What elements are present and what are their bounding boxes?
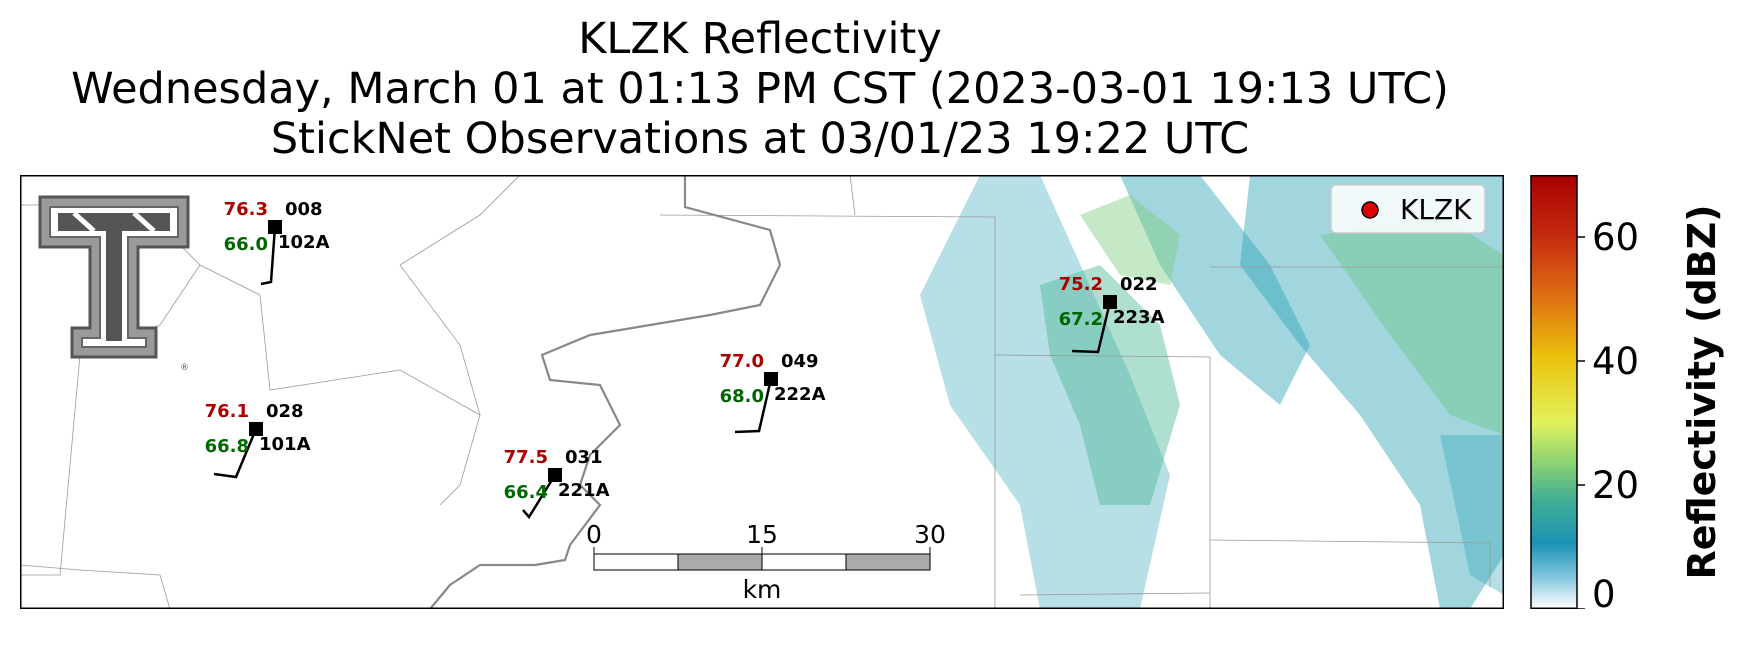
station-marker [268, 220, 282, 234]
colorbar-label: Reflectivity (dBZ) [1680, 204, 1724, 579]
station-marker [1103, 295, 1117, 309]
station-dewpoint: 66.4 [504, 482, 548, 503]
station-temperature: 77.0 [720, 351, 764, 372]
colorbar-ticks: 0 20 40 60 [1577, 216, 1639, 609]
colorbar: 0 20 40 60 Reflectivity (dBZ) [1530, 175, 1724, 609]
station-id: 022 [1120, 274, 1158, 295]
station-temperature: 76.3 [224, 199, 268, 220]
station-id: 008 [285, 199, 323, 220]
scale-unit: km [743, 575, 782, 604]
station-008: 76.3 008 66.0 102A [224, 199, 330, 286]
station-dewpoint: 66.8 [205, 436, 249, 457]
colorbar-tick-label: 0 [1592, 573, 1616, 609]
legend-marker-icon [1361, 201, 1379, 219]
station-022: 75.2 022 67.2 223A [1059, 274, 1165, 354]
scale-label-0: 0 [586, 520, 602, 549]
station-049: 77.0 049 68.0 222A [720, 351, 826, 434]
station-temperature: 77.5 [504, 447, 548, 468]
colorbar-tick-label: 20 [1592, 464, 1639, 507]
title-line-1: KLZK Reflectivity [578, 14, 942, 64]
river [429, 175, 782, 609]
texas-tech-logo: ® [38, 195, 190, 373]
scale-label-30: 30 [914, 520, 946, 549]
county-lines [20, 175, 1504, 609]
legend: KLZK [1330, 184, 1486, 234]
station-probe: 101A [259, 434, 311, 455]
title-line-3: StickNet Observations at 03/01/23 19:22 … [270, 114, 1250, 164]
svg-text:®: ® [180, 363, 189, 373]
scale-bar: 0 15 30 km [586, 520, 946, 604]
colorbar-tick-label: 60 [1592, 216, 1639, 259]
station-031: 77.5 031 66.4 221A [504, 447, 610, 520]
station-id: 049 [781, 351, 819, 372]
station-dewpoint: 68.0 [720, 386, 764, 407]
station-probe: 222A [774, 384, 826, 405]
map-frame [20, 175, 1504, 609]
radar-map: 0 15 30 km 76.3 008 66.0 102A 76.1 028 66.8 101… [20, 175, 1504, 609]
title-line-2: Wednesday, March 01 at 01:13 PM CST (202… [71, 64, 1449, 114]
station-marker [249, 422, 263, 436]
colorbar-gradient [1530, 175, 1578, 609]
colorbar-tick-label: 40 [1592, 340, 1639, 383]
sticknet-stations: 76.3 008 66.0 102A 76.1 028 66.8 101A 77.5 031 66.… [205, 199, 1165, 520]
legend-label: KLZK [1400, 193, 1472, 226]
station-probe: 221A [558, 480, 610, 501]
scale-label-15: 15 [746, 520, 778, 549]
wind-barb-icon [1071, 301, 1112, 354]
wind-barb-icon [213, 428, 258, 479]
station-temperature: 76.1 [205, 401, 249, 422]
station-probe: 223A [1113, 307, 1165, 328]
station-dewpoint: 66.0 [224, 234, 268, 255]
station-temperature: 75.2 [1059, 274, 1103, 295]
wind-barb-icon [734, 378, 773, 434]
wind-barb-icon [260, 226, 277, 286]
station-id: 028 [266, 401, 304, 422]
station-marker [764, 372, 778, 386]
station-dewpoint: 67.2 [1059, 309, 1103, 330]
reflectivity-echoes [920, 175, 1504, 609]
station-probe: 102A [278, 232, 330, 253]
station-028: 76.1 028 66.8 101A [205, 401, 311, 479]
station-marker [548, 468, 562, 482]
wind-barb-icon [522, 474, 557, 520]
station-id: 031 [565, 447, 603, 468]
